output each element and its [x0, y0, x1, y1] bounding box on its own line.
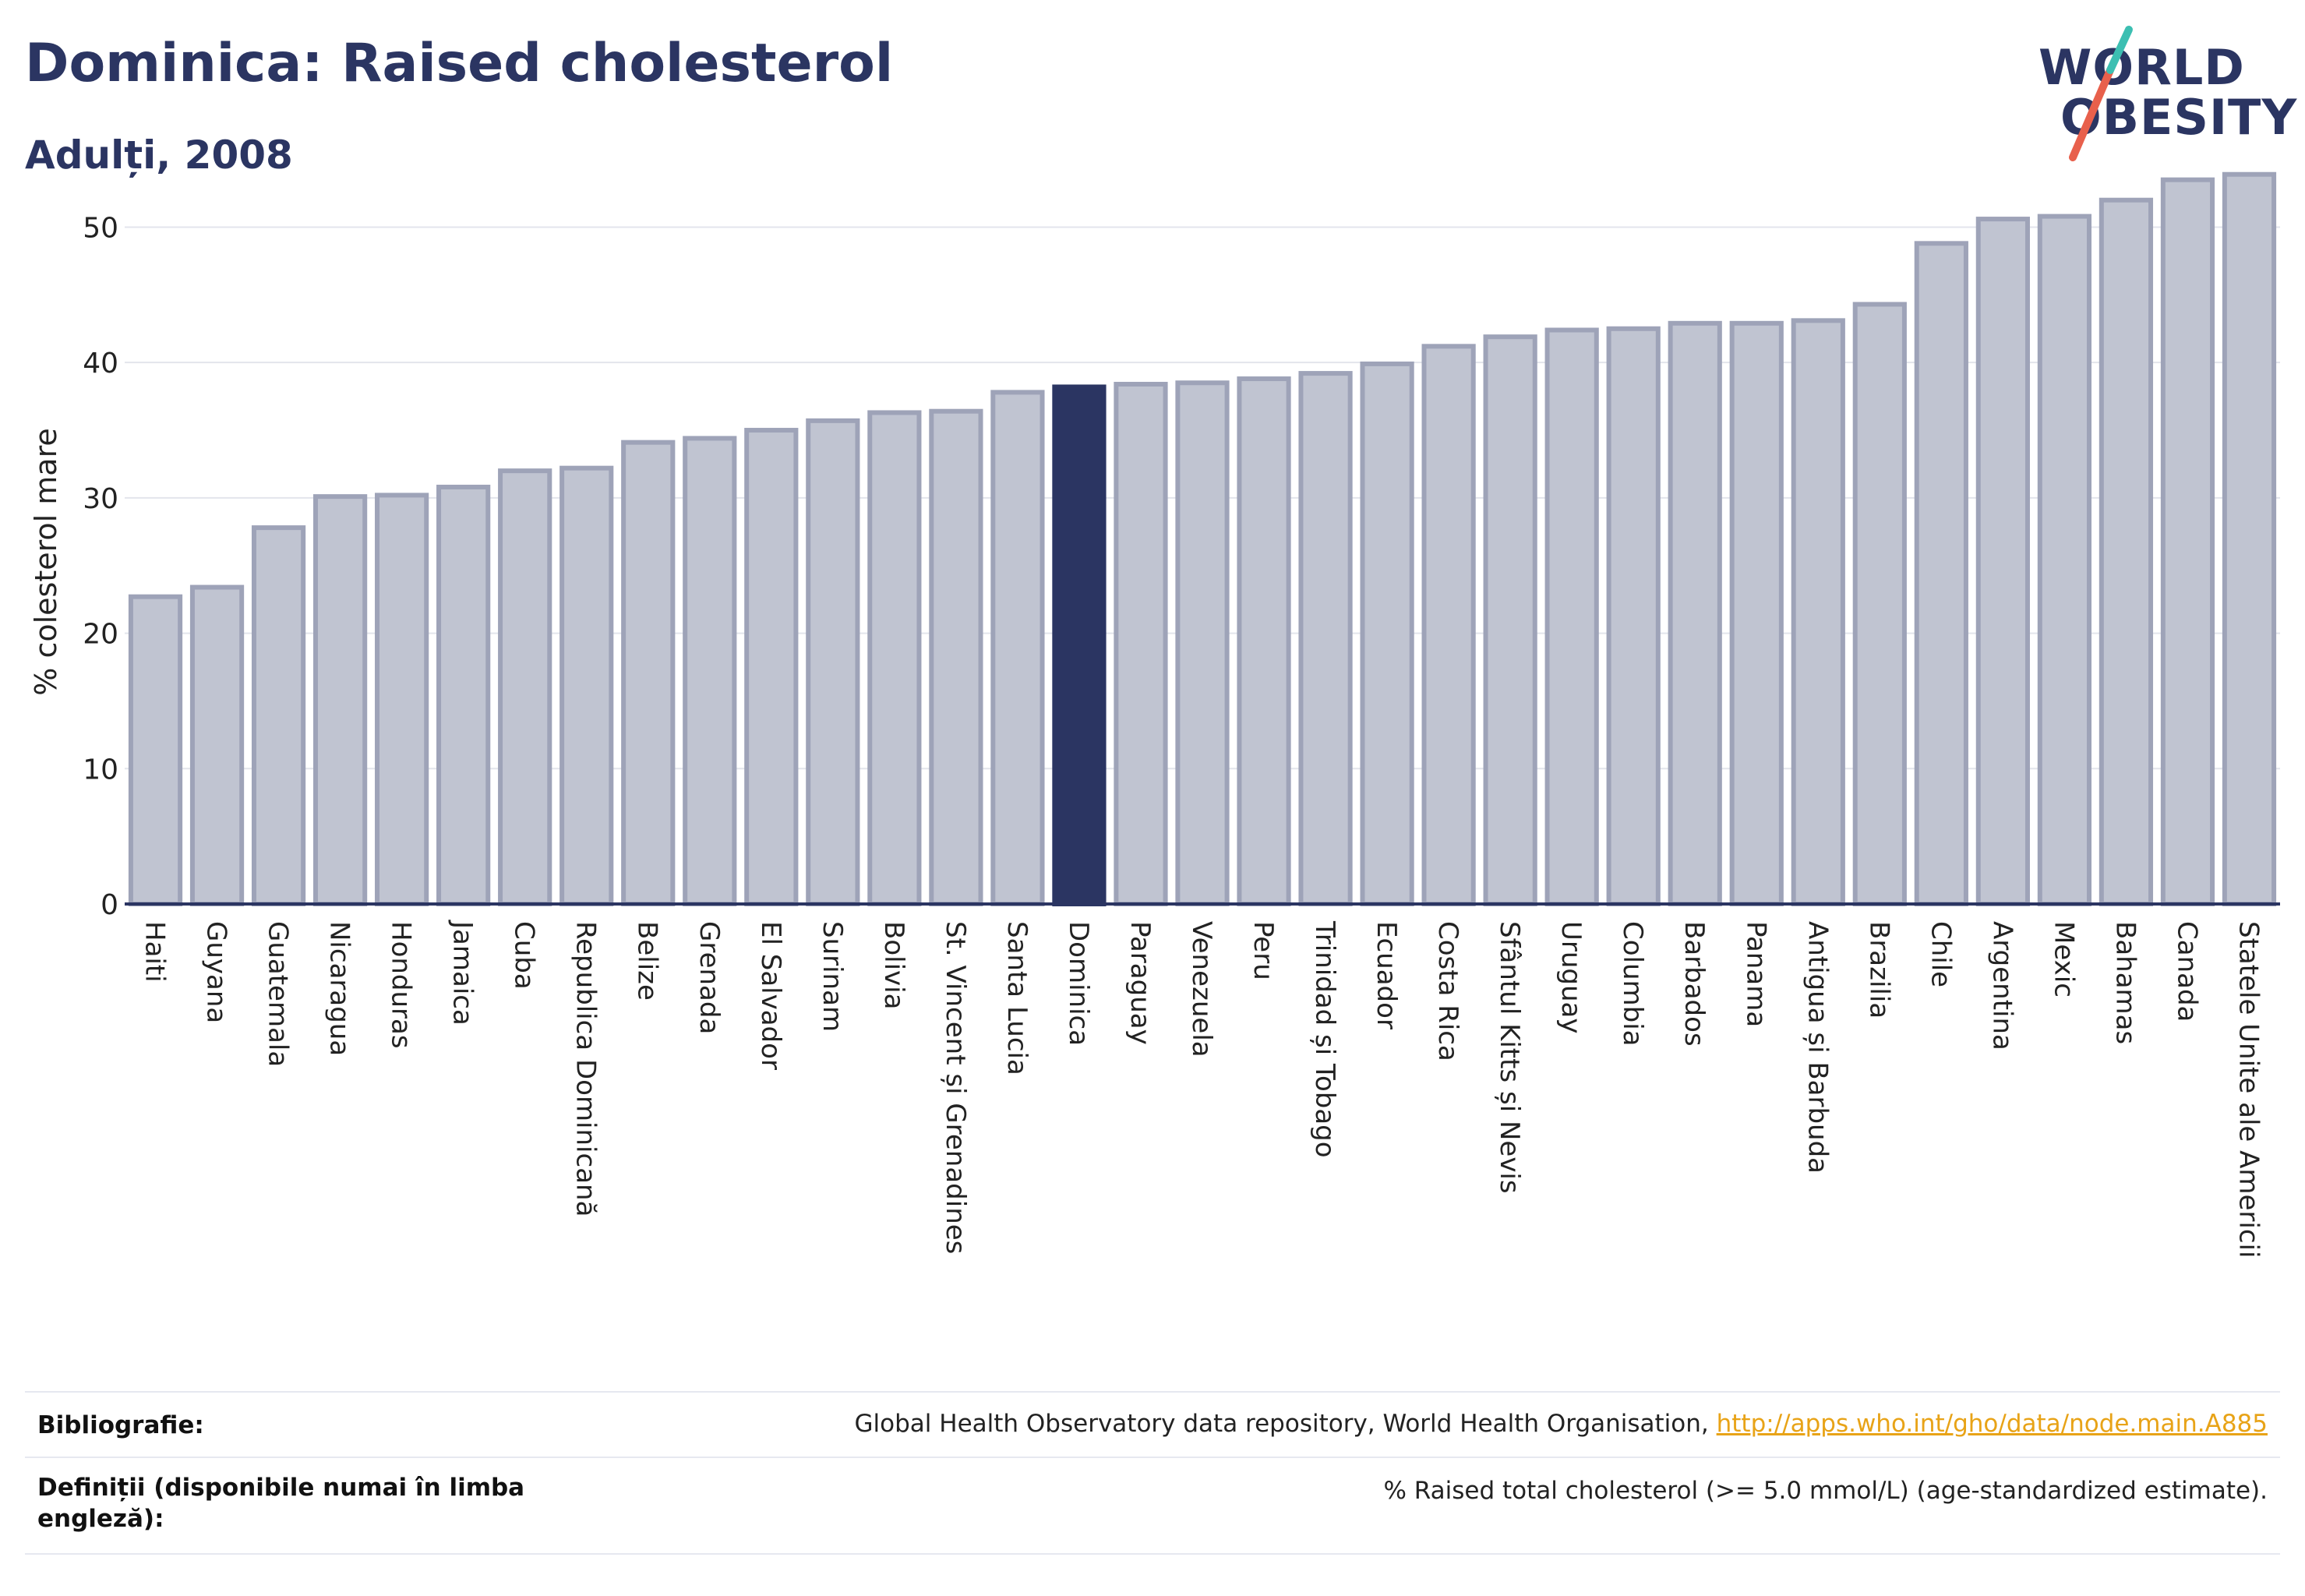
- x-tick-label: Surinam: [817, 921, 848, 1032]
- x-tick-label: Santa Lucia: [1001, 921, 1032, 1075]
- logo-slash-icon: [2069, 26, 2133, 161]
- bar: [1483, 334, 1537, 907]
- x-tick-label: Grenada: [694, 921, 725, 1034]
- bar: [744, 428, 799, 906]
- bar: [929, 408, 983, 906]
- x-tick-label: Venezuela: [1186, 921, 1217, 1058]
- bar: [806, 418, 860, 906]
- x-tick-label: Bolivia: [878, 921, 909, 1009]
- bar: [1914, 241, 1968, 906]
- x-tick-label: Columbia: [1617, 921, 1648, 1047]
- x-tick-label: Jamaica: [447, 920, 478, 1026]
- bar: [1668, 320, 1722, 906]
- y-tick-label: 30: [83, 483, 118, 515]
- y-tick-label: 20: [83, 619, 118, 651]
- page-title: Dominica: Raised cholesterol: [25, 33, 894, 94]
- x-tick-label: Brazilia: [1863, 921, 1894, 1019]
- bibliography-text: Global Health Observatory data repositor…: [854, 1410, 1717, 1438]
- page-subtitle: Adulți, 2008: [25, 132, 293, 178]
- bar: [128, 594, 183, 906]
- bar: [990, 390, 1045, 906]
- bar-chart: 0 10 20 30 40 50 % colesterol mare Haiti Guyana G…: [29, 171, 2280, 1258]
- x-tick-label: St. Vincent și Grenadines: [940, 921, 971, 1254]
- bar: [2099, 197, 2154, 907]
- definitions-row: Definiții (disponibile numai în limba en…: [25, 1457, 2280, 1555]
- x-tick-label: Argentina: [1986, 921, 2017, 1050]
- x-tick-label: Sfântul Kitts și Nevis: [1494, 921, 1525, 1194]
- bibliography-label: Bibliografie:: [37, 1411, 204, 1439]
- bar: [867, 410, 922, 906]
- bar: [2037, 214, 2092, 906]
- bar: [251, 525, 306, 906]
- y-tick-label: 0: [101, 889, 118, 921]
- x-tick-label: Guyana: [201, 921, 232, 1023]
- bar: [375, 493, 429, 906]
- bibliography-link[interactable]: http://apps.who.int/gho/data/node.main.A…: [1716, 1410, 2268, 1438]
- definitions-label: Definiții (disponibile numai în limba en…: [37, 1474, 525, 1533]
- y-tick-label: 50: [83, 212, 118, 244]
- x-tick-label: Canada: [2171, 921, 2202, 1022]
- x-tick-label: El Salvador: [755, 921, 786, 1070]
- bar: [1421, 344, 1476, 906]
- bar: [189, 584, 245, 906]
- y-tick-label: 10: [83, 754, 118, 786]
- bar: [1175, 380, 1230, 907]
- bar: [1544, 327, 1599, 907]
- x-tick-label: Ecuador: [1371, 921, 1402, 1029]
- bar: [1606, 326, 1661, 906]
- bar: [559, 465, 614, 906]
- world-obesity-logo[interactable]: WORLD OBESITY: [2026, 23, 2296, 164]
- x-tick-label: Honduras: [386, 921, 417, 1049]
- x-tick-label: Chile: [1925, 921, 1956, 987]
- x-tick-label: Belize: [632, 921, 663, 1001]
- bar: [1298, 371, 1353, 906]
- bar: [621, 440, 676, 906]
- x-tick-label: Haiti: [139, 921, 171, 983]
- bar: [1237, 376, 1291, 907]
- bar: [498, 468, 552, 906]
- x-tick-label: Peru: [1248, 921, 1279, 980]
- x-tick-label: Bahamas: [2109, 921, 2141, 1044]
- bar: [312, 494, 368, 906]
- x-tick-label: Paraguay: [1124, 921, 1156, 1045]
- x-tick-label: Republica Dominicană: [570, 921, 602, 1216]
- x-tick-label: Dominica: [1063, 921, 1094, 1046]
- logo-line-1: WORLD: [2038, 39, 2245, 96]
- bar: [1791, 318, 1845, 906]
- x-tick-label: Statele Unite ale Americii: [2233, 921, 2264, 1258]
- bar: [1729, 320, 1784, 906]
- bar: [1360, 361, 1414, 906]
- x-tick-label: Antigua și Barbuda: [1802, 921, 1833, 1174]
- x-tick-label: Cuba: [509, 921, 540, 990]
- bar-highlighted: [1052, 384, 1107, 906]
- bar: [2222, 171, 2277, 906]
- bibliography-value: Global Health Observatory data repositor…: [855, 1410, 2268, 1438]
- bar: [1975, 217, 2030, 906]
- x-tick-label: Trinidad și Tobago: [1309, 920, 1340, 1158]
- bar: [2160, 177, 2215, 906]
- y-axis-title: % colesterol mare: [29, 428, 63, 695]
- x-tick-label: Nicaragua: [324, 921, 355, 1056]
- x-tick-label: Uruguay: [1555, 921, 1587, 1034]
- y-tick-label: 40: [83, 348, 118, 380]
- bar: [1852, 302, 1907, 906]
- bibliography-row: Bibliografie: Global Health Observatory …: [25, 1391, 2280, 1457]
- x-tick-label: Mexic: [2048, 921, 2079, 998]
- x-tick-label: Guatemala: [263, 921, 294, 1067]
- x-tick-label: Barbados: [1678, 921, 1710, 1047]
- bar: [683, 436, 737, 906]
- bar: [1114, 381, 1168, 906]
- x-tick-label: Panama: [1740, 921, 1771, 1027]
- definitions-value: % Raised total cholesterol (>= 5.0 mmol/…: [1383, 1477, 2268, 1505]
- bar: [436, 484, 491, 906]
- x-tick-label: Costa Rica: [1432, 921, 1463, 1061]
